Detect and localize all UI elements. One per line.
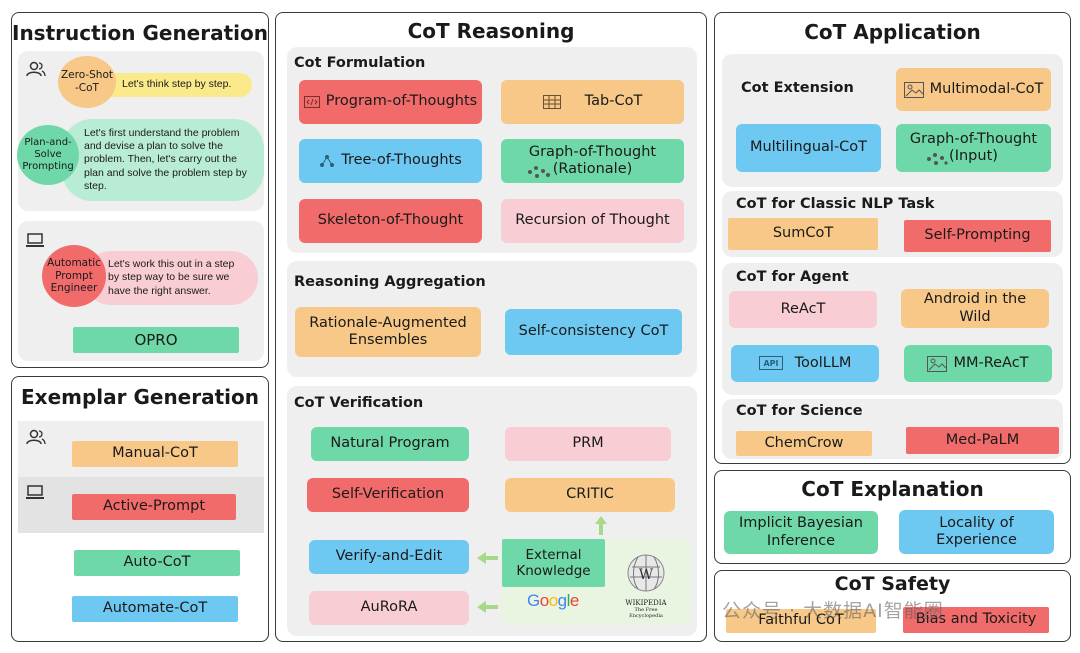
wikipedia-logo: W WIKIPEDIA The Free Encyclopedia: [620, 553, 672, 619]
chemcrow-box: ChemCrow: [736, 431, 872, 456]
table-icon: [542, 95, 561, 109]
recursion-of-thought-box: Recursion of Thought: [501, 199, 684, 243]
panel-title: CoT Explanation: [801, 477, 984, 501]
laptop-icon: [26, 233, 44, 247]
panel-title: CoT Safety: [834, 573, 951, 595]
api-icon: API: [758, 355, 783, 372]
program-of-thoughts-box: Program-of-Thoughts: [299, 80, 482, 124]
cot-safety-panel: CoT Safety Faithful CoT Bias and Toxicit…: [714, 570, 1071, 642]
multimodal-cot-label: Multimodal-CoT: [929, 80, 1044, 97]
natural-program-box: Natural Program: [311, 427, 469, 461]
faithful-cot-box: Faithful CoT: [726, 609, 876, 633]
bias-and-toxicity-box: Bias and Toxicity: [903, 607, 1049, 633]
wikipedia-tagline: The Free Encyclopedia: [629, 607, 663, 619]
nlp-title: CoT for Classic NLP Task: [736, 196, 935, 212]
self-consistency-cot-box: Self-consistency CoT: [505, 309, 682, 355]
image-icon: [903, 81, 924, 98]
globe-icon: W: [627, 554, 665, 592]
google-logo: Google: [527, 591, 579, 610]
svg-text:API: API: [763, 359, 778, 368]
zero-shot-bubble: Let's think step by step.: [90, 73, 252, 97]
tree-of-thoughts-box: Tree-of-Thoughts: [299, 139, 482, 183]
toolllm-label: ToolLLM: [794, 354, 852, 371]
science-title: CoT for Science: [736, 403, 863, 419]
multimodal-cot-box: Multimodal-CoT: [896, 68, 1051, 111]
external-knowledge-box: External Knowledge: [502, 539, 605, 587]
tree-icon: [319, 154, 335, 168]
zero-shot-cot-node: Zero-Shot -CoT: [58, 56, 116, 108]
self-prompting-box: Self-Prompting: [904, 220, 1051, 252]
tree-of-thoughts-label: Tree-of-Thoughts: [341, 152, 462, 169]
graph-of-thought-input-label: Graph-of-Thought (Input): [909, 130, 1038, 164]
critic-box: CRITIC: [505, 478, 675, 512]
self-verification-box: Self-Verification: [307, 478, 469, 512]
tab-cot-box: Tab-CoT: [501, 80, 684, 124]
arrow-icon: [595, 516, 607, 535]
panel-title: CoT Application: [804, 20, 981, 44]
ape-bubble: Let's work this out in a step by step wa…: [84, 251, 258, 305]
multilingual-cot-box: Multilingual-CoT: [736, 124, 881, 172]
opro-box: OPRO: [73, 327, 239, 353]
agent-title: CoT for Agent: [736, 269, 849, 285]
mm-react-box: MM-ReAcT: [904, 345, 1052, 382]
image-icon: [927, 355, 948, 372]
zero-shot-label: Zero-Shot -CoT: [60, 69, 113, 94]
verify-and-edit-box: Verify-and-Edit: [309, 540, 469, 574]
graph-icon: [527, 165, 551, 179]
aurora-box: AuRoRA: [309, 591, 469, 625]
plan-solve-node: Plan-and- Solve Prompting: [17, 125, 79, 185]
tab-cot-label: Tab-CoT: [584, 93, 643, 110]
graph-of-thought-input-box: Graph-of-Thought (Input): [896, 124, 1051, 172]
react-box: ReAcT: [729, 291, 877, 328]
sumcot-box: SumCoT: [728, 218, 878, 250]
locality-of-experience-box: Locality of Experience: [899, 510, 1054, 554]
program-of-thoughts-label: Program-of-Thoughts: [325, 93, 478, 110]
plan-solve-label: Plan-and- Solve Prompting: [22, 137, 74, 172]
implicit-bayesian-inference-box: Implicit Bayesian Inference: [724, 511, 878, 554]
formulation-title: Cot Formulation: [294, 55, 426, 71]
plan-solve-bubble: Let's first understand the problem and d…: [62, 119, 264, 201]
watermark-text: 公众号 · 大数据AI智能圈: [722, 600, 944, 622]
cot-reasoning-panel: CoT Reasoning Cot Formulation Program-of…: [275, 12, 707, 642]
android-in-the-wild-box: Android in the Wild: [901, 289, 1049, 328]
panel-title: Instruction Generation: [12, 21, 268, 45]
graph-icon: [926, 152, 948, 166]
cot-explanation-panel: CoT Explanation Implicit Bayesian Infere…: [714, 470, 1071, 564]
active-prompt-box: Active-Prompt: [72, 494, 236, 520]
extension-title: Cot Extension: [741, 80, 854, 96]
graph-of-thought-rationale-box: Graph-of-Thought (Rationale): [501, 139, 684, 183]
rationale-augmented-ensembles-box: Rationale-Augmented Ensembles: [295, 307, 481, 357]
manual-cot-box: Manual-CoT: [72, 441, 238, 467]
ape-node: Automatic Prompt Engineer: [42, 245, 106, 307]
auto-cot-box: Auto-CoT: [74, 550, 240, 576]
user-icon: [26, 61, 46, 77]
med-palm-box: Med-PaLM: [906, 427, 1059, 454]
toolllm-box: API ToolLLM: [731, 345, 879, 382]
panel-title: Exemplar Generation: [21, 385, 259, 409]
instruction-generation-panel: Instruction Generation Let's think step …: [11, 12, 269, 368]
prm-box: PRM: [505, 427, 671, 461]
automate-cot-box: Automate-CoT: [72, 596, 238, 622]
arrow-icon: [477, 601, 498, 613]
mm-react-label: MM-ReAcT: [953, 354, 1029, 371]
laptop-icon: [26, 485, 44, 499]
user-icon: [26, 429, 46, 445]
arrow-icon: [477, 552, 498, 564]
wikipedia-wordmark: WIKIPEDIA: [625, 599, 667, 607]
svg-text:W: W: [639, 567, 654, 583]
cot-application-panel: CoT Application Cot Extension Multimodal…: [714, 12, 1071, 464]
skeleton-of-thought-box: Skeleton-of-Thought: [299, 199, 482, 243]
ape-label: Automatic Prompt Engineer: [47, 257, 101, 295]
aggregation-title: Reasoning Aggregation: [294, 274, 486, 290]
verification-title: CoT Verification: [294, 395, 424, 411]
exemplar-generation-panel: Exemplar Generation Manual-CoT Active-Pr…: [11, 376, 269, 642]
graph-of-thought-rationale-label: Graph-of-Thought (Rationale): [528, 143, 657, 177]
panel-title: CoT Reasoning: [407, 19, 575, 43]
code-icon: [303, 96, 320, 108]
